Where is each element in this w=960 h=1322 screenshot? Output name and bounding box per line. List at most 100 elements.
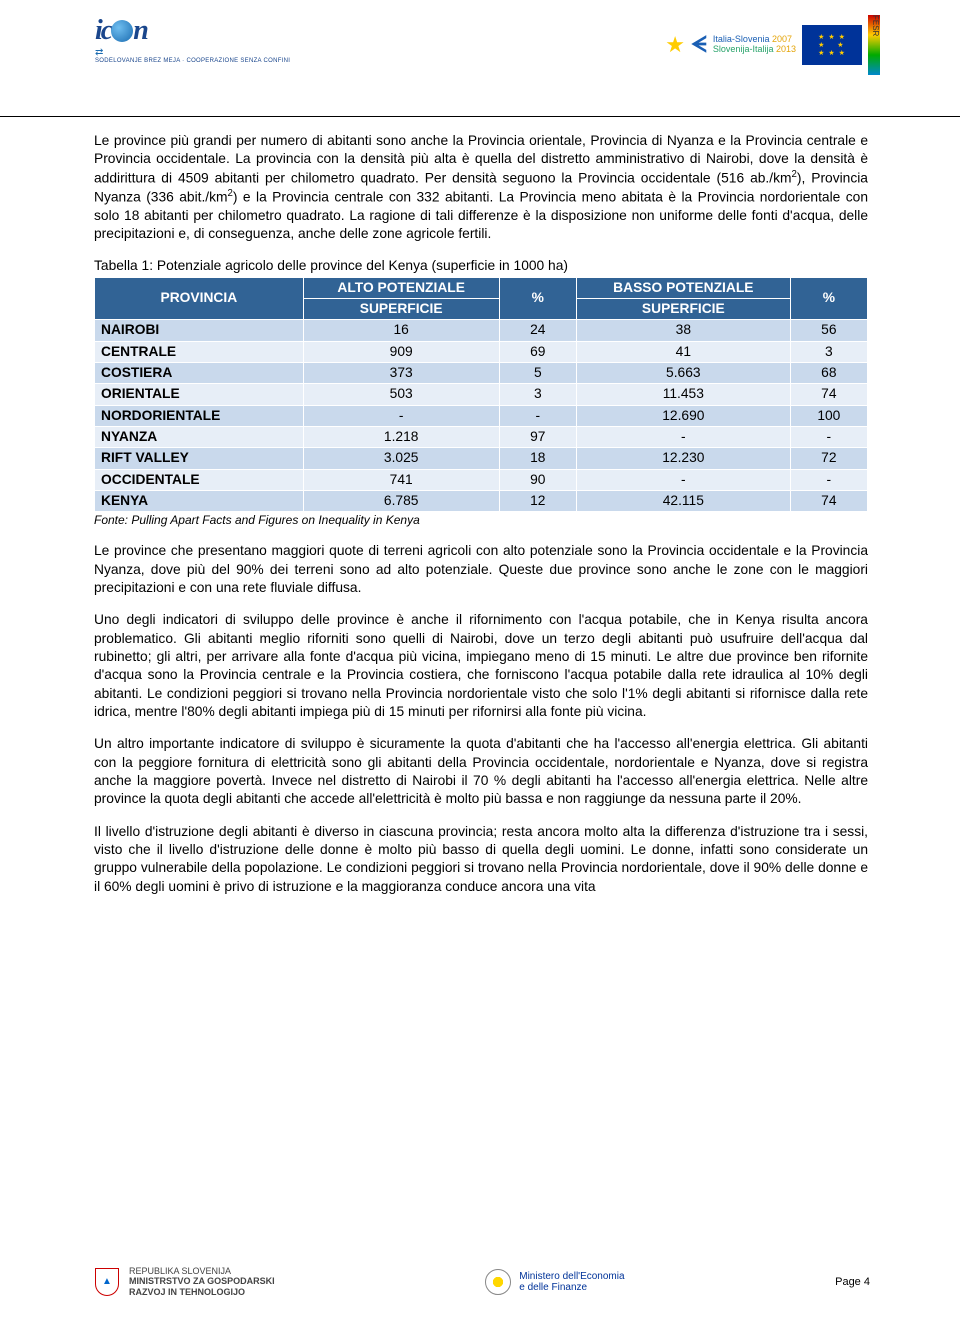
paragraph-1: Le province più grandi per numero di abi… [94,132,868,243]
page-content: Le province più grandi per numero di abi… [0,120,960,896]
table-cell: 16 [303,320,499,341]
header-divider [0,116,960,117]
table-cell: 12.230 [576,448,790,469]
table-cell: - [576,427,790,448]
table-cell: NAIROBI [95,320,304,341]
p1a: Le province più grandi per numero di abi… [94,133,868,185]
table-cell: 741 [303,469,499,490]
table-cell: 97 [499,427,576,448]
page-footer: ▲ REPUBLIKA SLOVENIJA MINISTRSTVO ZA GOS… [0,1266,960,1298]
table-cell: CENTRALE [95,341,304,362]
table-source: Fonte: Pulling Apart Facts and Figures o… [94,513,868,529]
table-row: KENYA6.7851242.11574 [95,491,868,512]
th-alto: ALTO POTENZIALE [303,277,499,298]
table-cell: 503 [303,384,499,405]
table-cell: 3.025 [303,448,499,469]
table-row: NYANZA1.21897-- [95,427,868,448]
itaslo-line1: Italia-Slovenia [713,34,770,44]
table-row: NAIROBI16243856 [95,320,868,341]
table-cell: 18 [499,448,576,469]
fc1: Ministero dell'Economia [519,1271,624,1282]
table-cell: COSTIERA [95,362,304,383]
paragraph-4: Un altro importante indicatore di svilup… [94,735,868,808]
table-cell: 100 [790,405,867,426]
ministry-text: Ministero dell'Economia e delle Finanze [519,1271,624,1293]
table-cell: 6.785 [303,491,499,512]
table-row: OCCIDENTALE74190-- [95,469,868,490]
logo-n-text: n [133,15,147,46]
table-cell: 12.690 [576,405,790,426]
table-cell: 1.218 [303,427,499,448]
table-row: RIFT VALLEY3.0251812.23072 [95,448,868,469]
table-cell: 12 [499,491,576,512]
table-cell: 42.115 [576,491,790,512]
th-provincia: PROVINCIA [95,277,304,320]
arrows-icon: ⇄ [95,47,290,58]
th-pct1: % [499,277,576,320]
table-row: NORDORIENTALE--12.690100 [95,405,868,426]
table-cell: 38 [576,320,790,341]
itaslo-line2: Slovenija-Italija [713,44,774,54]
footer-center: Ministero dell'Economia e delle Finanze [485,1269,624,1295]
table-cell: 5 [499,362,576,383]
year2: 2013 [776,44,796,54]
figure-icon: ᗕ [691,32,707,58]
table-body: NAIROBI16243856CENTRALE90969413COSTIERA3… [95,320,868,512]
footer-left-text: REPUBLIKA SLOVENIJA MINISTRSTVO ZA GOSPO… [129,1266,275,1298]
logo-left-subtitle: SODELOVANJE BREZ MEJA · COOPERAZIONE SEN… [95,58,290,64]
table-cell: 909 [303,341,499,362]
table-row: COSTIERA37355.66368 [95,362,868,383]
star-icon: ★ [665,32,685,58]
table-cell: - [499,405,576,426]
table-cell: 74 [790,491,867,512]
table-cell: - [790,469,867,490]
table-cell: 72 [790,448,867,469]
table-cell: - [303,405,499,426]
data-table: PROVINCIA ALTO POTENZIALE % BASSO POTENZ… [94,277,868,513]
table-cell: 3 [790,341,867,362]
paragraph-5: Il livello d'istruzione degli abitanti è… [94,823,868,896]
table-row: CENTRALE90969413 [95,341,868,362]
table-cell: - [576,469,790,490]
year1: 2007 [772,34,792,44]
table-cell: 56 [790,320,867,341]
table-cell: - [790,427,867,448]
th-sup1: SUPERFICIE [303,298,499,319]
table-cell: 5.663 [576,362,790,383]
fc2: e delle Finanze [519,1282,624,1293]
table-cell: NYANZA [95,427,304,448]
page-header: icn ⇄ SODELOVANJE BREZ MEJA · COOPERAZIO… [0,0,960,120]
page-number: Page 4 [835,1276,870,1288]
italy-emblem-icon [485,1269,511,1295]
table-cell: NORDORIENTALE [95,405,304,426]
footer-left: ▲ REPUBLIKA SLOVENIJA MINISTRSTVO ZA GOS… [95,1266,275,1298]
eu-flag-icon: ★ ★ ★★ ★★ ★ ★ [802,25,862,65]
th-basso: BASSO POTENZIALE [576,277,790,298]
fl3: RAZVOJ IN TEHNOLOGIJO [129,1287,275,1298]
table-cell: KENYA [95,491,304,512]
table-cell: 41 [576,341,790,362]
th-sup2: SUPERFICIE [576,298,790,319]
table-cell: 69 [499,341,576,362]
table-cell: 68 [790,362,867,383]
fl1: REPUBLIKA SLOVENIJA [129,1266,275,1277]
logo-left: icn ⇄ SODELOVANJE BREZ MEJA · COOPERAZIO… [95,15,290,64]
table-cell: 74 [790,384,867,405]
paragraph-2: Le province che presentano maggiori quot… [94,542,868,597]
table-cell: 11.453 [576,384,790,405]
fesr-bar: FESR [868,15,880,75]
table-cell: 373 [303,362,499,383]
slovenia-emblem-icon: ▲ [95,1268,119,1296]
table-cell: 24 [499,320,576,341]
th-pct2: % [790,277,867,320]
table-title: Tabella 1: Potenziale agricolo delle pro… [94,257,868,275]
logo-right: ★ᗕ Italia-Slovenia 2007 Slovenija-Italij… [665,15,880,75]
table-cell: RIFT VALLEY [95,448,304,469]
program-name: Italia-Slovenia 2007 Slovenija-Italija 2… [713,35,796,55]
table-cell: 90 [499,469,576,490]
fl2: MINISTRSTVO ZA GOSPODARSKI [129,1276,275,1287]
table-cell: OCCIDENTALE [95,469,304,490]
paragraph-3: Uno degli indicatori di sviluppo delle p… [94,611,868,721]
table-cell: ORIENTALE [95,384,304,405]
table-row: ORIENTALE503311.45374 [95,384,868,405]
